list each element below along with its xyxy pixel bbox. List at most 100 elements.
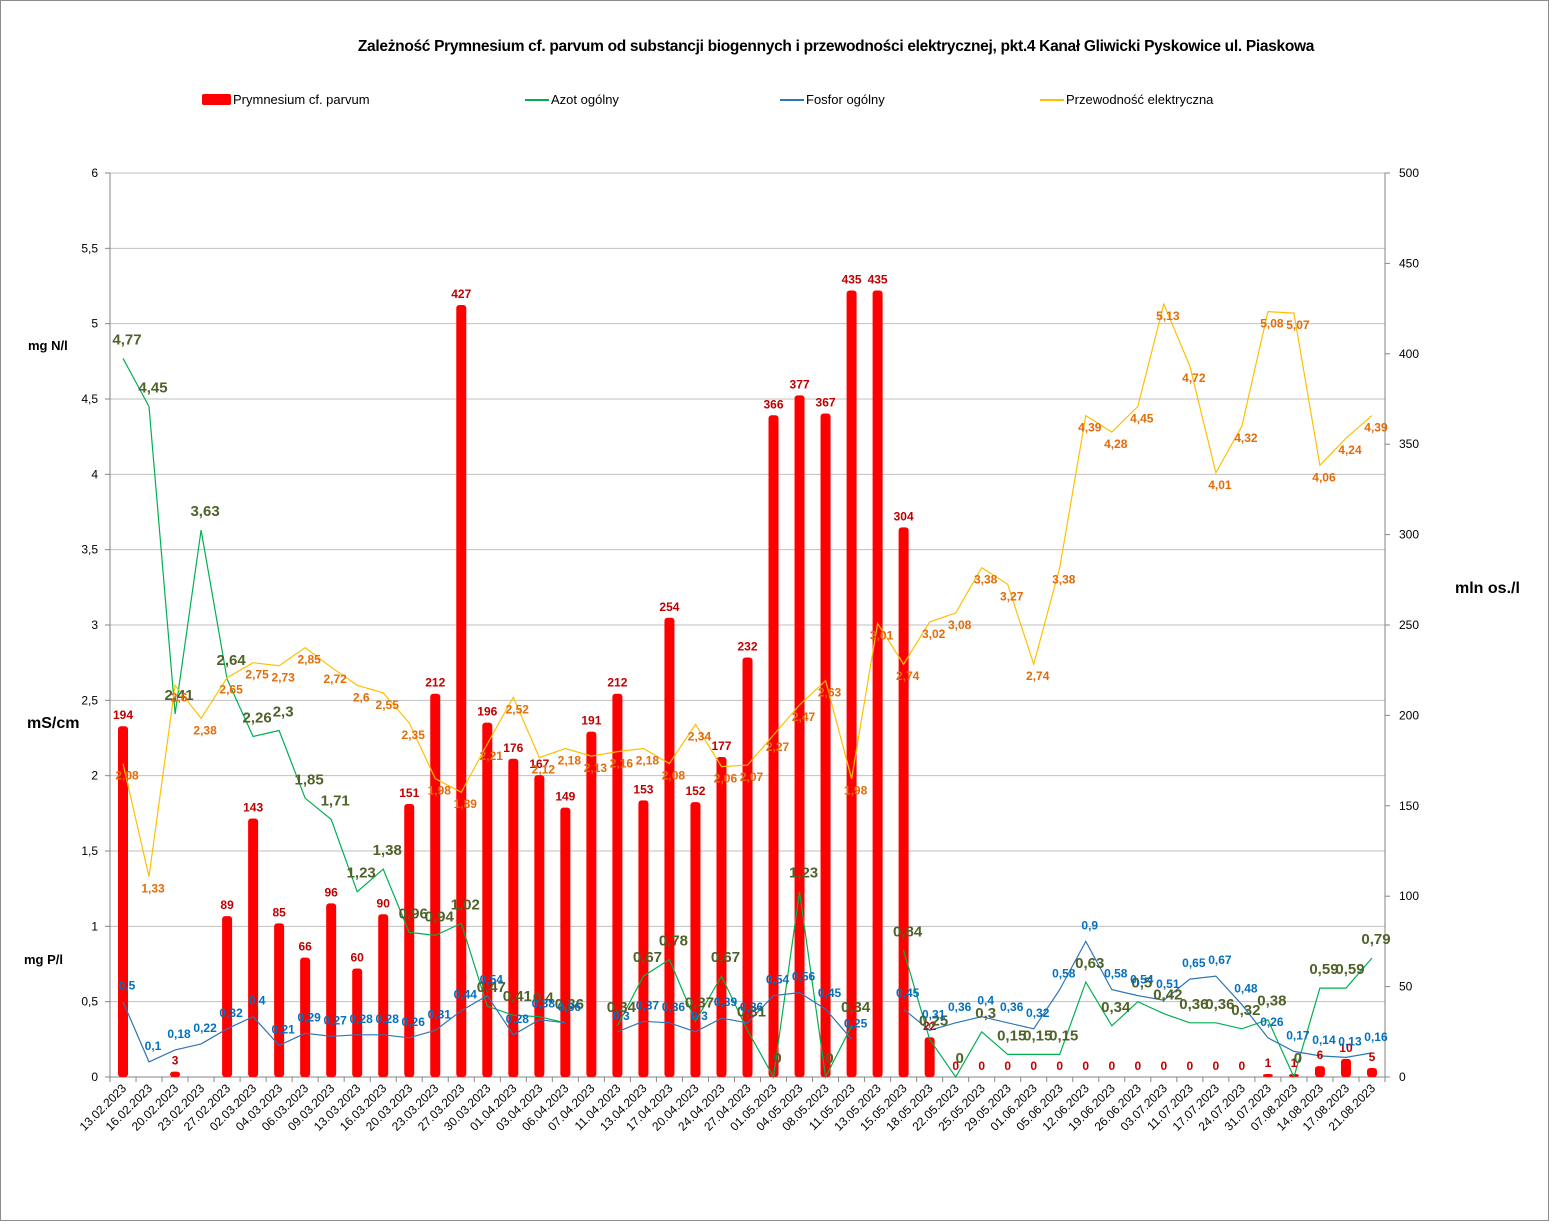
line-value-label: 0,26: [402, 1015, 426, 1029]
line-value-label: 0,3: [613, 1009, 630, 1023]
bar: [274, 923, 285, 1077]
line-value-label: 0,28: [376, 1012, 400, 1026]
bar: [872, 290, 883, 1077]
bar-value-label: 176: [503, 741, 523, 755]
line-value-label: 3,01: [870, 628, 894, 642]
legend-item-azot: Azot ogólny: [525, 92, 619, 107]
line-value-label: 0,59: [1335, 961, 1364, 978]
line-value-label: 4,28: [1104, 437, 1128, 451]
bar-value-label: 10: [1339, 1041, 1353, 1055]
line-value-label: 2,52: [506, 702, 530, 716]
line-value-label: 1,98: [428, 784, 452, 798]
line-value-label: 4,06: [1312, 470, 1336, 484]
left-axis-tick-label: 0,5: [81, 995, 98, 1009]
line-value-label: 2,64: [216, 652, 246, 669]
right-axis-tick-label: 50: [1399, 980, 1413, 994]
line-value-label: 0,15: [1049, 1027, 1078, 1044]
right-axis-tick-label: 300: [1399, 528, 1419, 542]
bar: [690, 802, 701, 1077]
left-axis-tick-label: 2: [91, 769, 98, 783]
line-value-label: 0,25: [844, 1016, 868, 1030]
line-value-label: 2,74: [896, 669, 920, 683]
series-line: [903, 950, 1373, 1079]
bar-value-label: 0: [952, 1059, 959, 1073]
left-axis-tick-label: 4,5: [81, 392, 98, 406]
line-value-label: 2,72: [323, 672, 347, 686]
legend-item-prymnesium: Prymnesium cf. parvum: [202, 92, 370, 107]
line-value-label: 0,14: [1312, 1033, 1336, 1047]
line-value-label: 0,31: [737, 1003, 766, 1020]
line-value-label: 1,23: [789, 865, 818, 882]
x-tick-labels: 13.02.202316.02.202320.02.202323.02.2023…: [77, 1081, 1379, 1134]
bar: [846, 290, 857, 1077]
bar: [534, 775, 545, 1077]
line-value-label: 2,75: [245, 668, 269, 682]
line-value-label: 0,34: [607, 999, 637, 1016]
bar: [898, 527, 909, 1077]
bar: [1262, 1074, 1273, 1077]
line-value-label: 4,77: [112, 331, 141, 348]
bar: [560, 807, 571, 1077]
line-value-label: 2,13: [584, 761, 608, 775]
right-axis-tick-label: 450: [1399, 256, 1419, 270]
line-value-label: 2,07: [740, 770, 764, 784]
bar-value-label: 151: [399, 786, 419, 800]
left-axis-tick-label: 1,5: [81, 844, 98, 858]
bar-value-label: 1: [1265, 1056, 1272, 1070]
bar-value-label: 366: [764, 397, 784, 411]
bar-value-label: 0: [1056, 1059, 1063, 1073]
right-axis-tick-label: 200: [1399, 708, 1419, 722]
bar-value-label: 0: [1134, 1059, 1141, 1073]
bar-value-label: 0: [1187, 1059, 1194, 1073]
bar: [378, 914, 389, 1077]
line-value-label: 0,94: [425, 908, 455, 925]
line-value-label: 0,5: [1131, 975, 1152, 992]
line-value-label: 0,4: [533, 990, 555, 1007]
line-value-label: 0,56: [792, 970, 816, 984]
line-value-label: 0: [955, 1050, 963, 1067]
line-value-label: 0,5: [119, 979, 136, 993]
line-value-label: 0,13: [1338, 1034, 1362, 1048]
series-line: [617, 991, 853, 1040]
line-value-label: 0,67: [1208, 953, 1232, 967]
bar: [1340, 1058, 1351, 1077]
line-value-label: 0,4: [977, 994, 994, 1008]
legend-swatch-line-icon: [780, 98, 804, 101]
line-value-label: 2,41: [164, 687, 193, 704]
bar: [586, 731, 597, 1077]
line-value-label: 1,23: [347, 865, 376, 882]
bar-value-label: 367: [816, 395, 836, 409]
line-value-label: 0,26: [1260, 1015, 1284, 1029]
line-value-label: 2,18: [558, 754, 582, 768]
line-value-label: 1,89: [454, 797, 478, 811]
bar: [508, 758, 519, 1077]
bar: [430, 693, 441, 1077]
left-axis-tick-label: 5: [91, 317, 98, 331]
bar-value-label: 85: [272, 905, 286, 919]
right-axis-tick-label: 0: [1399, 1070, 1406, 1084]
line-value-label: 3,27: [1000, 589, 1024, 603]
right-axis-tick-label: 100: [1399, 889, 1419, 903]
bar-value-label: 212: [425, 676, 445, 690]
line-series: [122, 302, 1373, 1079]
bar: [248, 818, 259, 1077]
bar-value-label: 435: [842, 273, 862, 287]
bar: [612, 693, 623, 1077]
bar-value-label: 0: [978, 1059, 985, 1073]
line-value-label: 2,26: [243, 709, 272, 726]
line-value-label: 0,67: [633, 949, 662, 966]
line-value-label: 0,67: [711, 949, 740, 966]
line-value-label: 1,71: [321, 792, 350, 809]
bar: [482, 722, 493, 1077]
line-value-label: 1,02: [451, 896, 480, 913]
line-value-label: 2,6: [171, 690, 188, 704]
legend-label: Prymnesium cf. parvum: [233, 92, 370, 107]
bar: [404, 803, 415, 1077]
line-value-label: 2,06: [714, 772, 738, 786]
line-value-label: 0,34: [1101, 999, 1131, 1016]
bar-value-label: 96: [324, 885, 338, 899]
left-axis-tick-label: 1: [91, 919, 98, 933]
bar-value-label: 435: [868, 273, 888, 287]
bar-value-label: 152: [685, 784, 705, 798]
line-value-label: 0,31: [428, 1007, 452, 1021]
